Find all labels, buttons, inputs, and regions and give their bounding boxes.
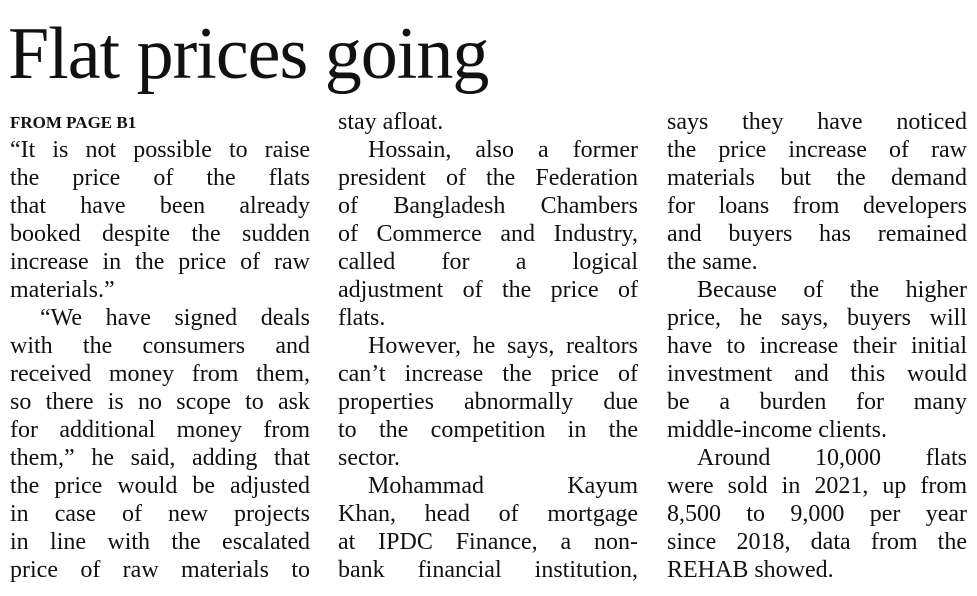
text-line: bank financial institution,	[338, 557, 638, 583]
jump-label: FROM PAGE B1	[10, 113, 137, 132]
text-line: Around 10,000 flats	[697, 445, 967, 471]
text-line: so there is no scope to ask	[10, 389, 310, 415]
text-line: Hossain, also a former	[368, 137, 638, 163]
text-line: the price increase of raw	[667, 137, 967, 163]
text-line: materials but the demand	[667, 165, 967, 191]
text-line: However, he says, realtors	[368, 333, 638, 359]
text-line: and buyers has remained	[667, 221, 967, 247]
column: stay afloat. Hossain, also a former presid…	[338, 108, 638, 584]
text-line: president of the Federation	[338, 165, 638, 191]
text-line: adjustment of the price of	[338, 277, 638, 303]
text-line: in case of new projects	[10, 501, 310, 527]
text-line: for loans from developers	[667, 193, 967, 219]
text-line: increase in the price of raw	[10, 249, 310, 275]
text-line: says they have noticed	[667, 109, 967, 135]
text-line: since 2018, data from the	[667, 529, 967, 555]
text-line: “We have signed deals	[40, 305, 310, 331]
headline: Flat prices going	[8, 13, 489, 95]
text-line: Khan, head of mortgage	[338, 501, 638, 527]
text-line: materials.”	[10, 277, 115, 303]
text-line: booked despite the sudden	[10, 221, 310, 247]
text-line: with the consumers and	[10, 333, 310, 359]
text-line: to the competition in the	[338, 417, 638, 443]
text-line: Because of the higher	[697, 277, 967, 303]
column: says they have noticed the price increase…	[667, 108, 967, 584]
text-line: called for a logical	[338, 249, 638, 275]
text-line: of Bangladesh Chambers	[338, 193, 638, 219]
text-line: be a burden for many	[667, 389, 967, 415]
text-line: at IPDC Finance, a non-	[338, 529, 638, 555]
text-line: the same.	[667, 249, 758, 275]
text-line: price of raw materials to	[10, 557, 310, 583]
text-line: REHAB showed.	[667, 557, 834, 583]
text-line: Mohammad Kayum	[368, 473, 638, 499]
text-line: were sold in 2021, up from	[667, 473, 967, 499]
text-line: in line with the escalated	[10, 529, 310, 555]
text-line: the price of the flats	[10, 165, 310, 191]
text-line: investment and this would	[667, 361, 967, 387]
text-line: the price would be adjusted	[10, 473, 310, 499]
column: FROM PAGE B1 “It is not possible to rais…	[10, 108, 310, 584]
text-line: for additional money from	[10, 417, 310, 443]
text-line: that have been already	[10, 193, 310, 219]
text-line: “It is not possible to raise	[10, 137, 310, 163]
text-line: have to increase their initial	[667, 333, 967, 359]
text-line: 8,500 to 9,000 per year	[667, 501, 967, 527]
text-line: price, he says, buyers will	[667, 305, 967, 331]
text-line: received money from them,	[10, 361, 310, 387]
text-line: flats.	[338, 305, 386, 331]
text-line: sector.	[338, 445, 400, 471]
text-line: of Commerce and Industry,	[338, 221, 638, 247]
text-line: middle-income clients.	[667, 417, 887, 443]
text-line: properties abnormally due	[338, 389, 638, 415]
text-line: can’t increase the price of	[338, 361, 638, 387]
text-line: them,” he said, adding that	[10, 445, 310, 471]
text-line: stay afloat.	[338, 109, 444, 135]
